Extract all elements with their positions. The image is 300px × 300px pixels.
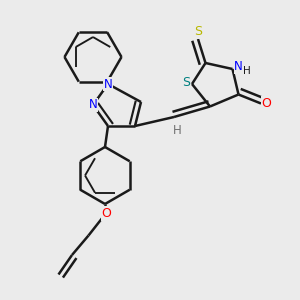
Text: H: H — [172, 124, 182, 137]
Text: H: H — [243, 66, 251, 76]
Text: N: N — [103, 77, 112, 91]
Text: O: O — [102, 207, 111, 220]
Text: N: N — [88, 98, 98, 112]
Text: O: O — [262, 97, 271, 110]
Text: N: N — [234, 60, 243, 73]
Text: S: S — [194, 25, 202, 38]
Text: S: S — [183, 76, 190, 89]
